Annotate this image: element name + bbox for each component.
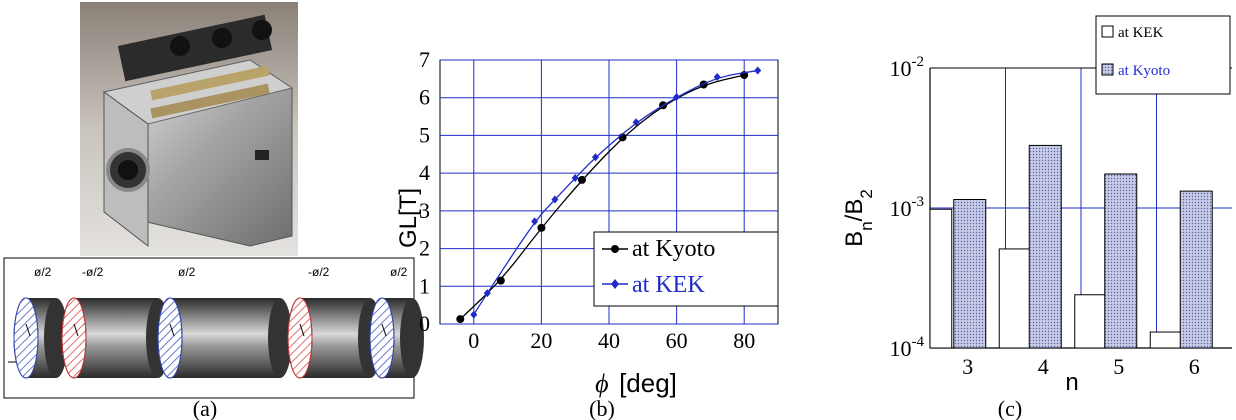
bar-kyoto xyxy=(1179,190,1213,349)
data-point-kek xyxy=(551,195,559,204)
y-tick-label: 5 xyxy=(419,122,430,147)
y-tick-label: 0 xyxy=(419,311,430,336)
legend-b: at Kyoto at KEK xyxy=(593,231,779,307)
legend-c: at KEK at Kyoto xyxy=(1095,15,1231,95)
x-axis-unit: [deg] xyxy=(619,368,677,398)
data-point-kek xyxy=(571,174,579,183)
y-tick-label-c: 10-3 xyxy=(890,194,925,221)
x-tick-label: 0 xyxy=(468,328,479,353)
x-tick-label: 40 xyxy=(598,328,620,353)
segment-angle-label: ø/2 xyxy=(34,265,52,279)
legend-marker-kek xyxy=(611,279,619,289)
data-point-kek xyxy=(483,289,491,298)
x-tick-label: 20 xyxy=(530,328,552,353)
y-tick-label-c: 10-2 xyxy=(890,54,925,81)
data-point-kyoto xyxy=(496,276,505,285)
segment-angle-label: ø/2 xyxy=(178,265,196,279)
data-point-kek xyxy=(591,153,599,162)
segment-schematic: ø/2 -ø/2 ø/2 -ø/2 ø/2 xyxy=(3,257,424,399)
y-axis-label-c: Bn/B2 xyxy=(841,189,876,247)
legend-marker-kyoto xyxy=(611,245,619,253)
series-line xyxy=(459,74,745,320)
y-tick-label: 3 xyxy=(419,198,430,223)
data-point-kek xyxy=(713,72,721,81)
chart-bn-over-b2: 3 4 5 6 10-4 10-3 10-2 Bn/B2 n at KEK at Kyoto xyxy=(841,15,1232,396)
x-axis-label-c: n xyxy=(1065,369,1078,396)
panel-label-a: (a) xyxy=(193,396,217,420)
data-point-kek xyxy=(632,118,640,127)
x-tick-label: 60 xyxy=(666,328,688,353)
x-tick-label-c: 5 xyxy=(1113,354,1124,379)
legend-label-kyoto: at Kyoto xyxy=(632,236,715,262)
y-tick-label: 1 xyxy=(419,273,430,298)
segment-angle-label: ø/2 xyxy=(390,265,408,279)
legend-label-kek: at KEK xyxy=(632,272,705,298)
x-tick-label-c: 6 xyxy=(1189,354,1200,379)
data-point-kyoto xyxy=(456,315,465,324)
y-tick-label: 6 xyxy=(419,85,430,110)
segment-angle-label: -ø/2 xyxy=(82,265,104,279)
x-axis-symbol: ϕ xyxy=(595,369,608,398)
legend-label-kek-c: at KEK xyxy=(1118,25,1164,41)
legend-swatch-kyoto xyxy=(1101,63,1114,76)
magnet-segment: ø/2 xyxy=(13,265,68,379)
y-tick-label: 7 xyxy=(419,47,430,72)
x-tick-label: 80 xyxy=(733,328,755,353)
segment-angle-label: -ø/2 xyxy=(308,265,330,279)
y-axis-label: GL[T] xyxy=(395,188,422,248)
data-point-kek xyxy=(531,217,539,226)
bar-kyoto xyxy=(1028,144,1062,349)
data-point-kek xyxy=(673,92,681,101)
panel-label-c: (c) xyxy=(998,396,1022,420)
y-tick-label-c: 10-4 xyxy=(890,334,925,361)
bar-kyoto xyxy=(1104,173,1138,349)
legend-label-kyoto-c: at Kyoto xyxy=(1118,63,1170,79)
panel-label-b: (b) xyxy=(589,396,615,420)
y-tick-label: 4 xyxy=(419,160,430,185)
data-point-kyoto xyxy=(577,175,586,184)
bar-kyoto xyxy=(953,199,987,349)
data-point-kyoto xyxy=(537,223,546,232)
x-tick-label-c: 3 xyxy=(962,354,973,379)
bar-kek xyxy=(929,208,953,349)
y-tick-label: 2 xyxy=(419,236,430,261)
x-tick-label-c: 4 xyxy=(1038,354,1049,379)
series-line xyxy=(473,69,758,315)
magnet-photo xyxy=(80,2,298,256)
chart-gl-vs-phi: 0 20 40 60 80 0 1 2 3 4 5 6 7 GL[T] ϕ [deg] at Kyoto… xyxy=(395,47,779,398)
magnet-segment: ø/2 xyxy=(157,265,292,379)
legend-swatch-kek xyxy=(1101,25,1114,38)
data-point-kek xyxy=(754,66,762,75)
x-axis-label: ϕ [deg] xyxy=(595,368,677,398)
magnet-segment: ø/2 xyxy=(369,265,424,379)
data-point-kek xyxy=(470,310,478,319)
